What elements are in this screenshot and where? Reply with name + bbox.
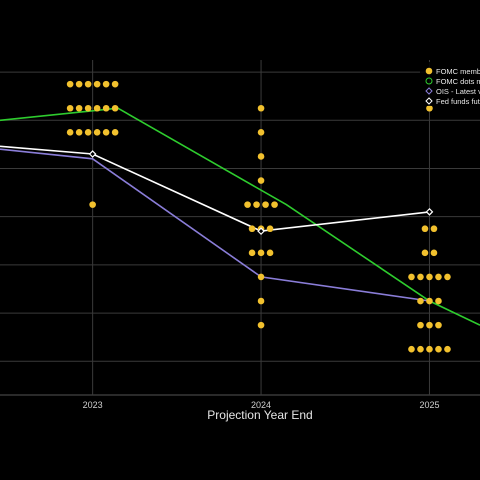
series-line	[0, 107, 480, 326]
fomc-dot	[417, 273, 424, 281]
x-tick-label: 2024	[251, 400, 271, 410]
fomc-dot	[435, 273, 442, 281]
fomc-dot	[111, 80, 119, 88]
fomc-dot	[444, 273, 451, 281]
legend-diamond-icon	[425, 87, 433, 95]
x-axis-label: Projection Year End	[207, 408, 312, 422]
series-markers	[88, 150, 434, 235]
fomc-dots	[66, 80, 451, 353]
fomc-dot	[435, 345, 442, 353]
legend: FOMC memberFOMC dots meOIS - Latest vFed…	[420, 62, 480, 106]
legend-diamond-icon	[425, 97, 433, 105]
fomc-dot	[257, 273, 265, 281]
series-line	[0, 145, 430, 232]
fomc-dot	[93, 80, 101, 88]
fomc-dot	[435, 321, 442, 329]
fomc-dot	[417, 321, 424, 329]
fomc-dot	[257, 249, 265, 257]
fomc-dot	[266, 225, 274, 233]
fomc-dot	[430, 225, 438, 233]
legend-line-icon	[425, 77, 433, 85]
series-marker	[88, 150, 97, 158]
fomc-dot	[102, 104, 110, 112]
fomc-dot	[244, 201, 251, 208]
legend-label: FOMC member	[436, 67, 480, 76]
fomc-dot	[84, 104, 92, 112]
fomc-dot	[408, 273, 415, 281]
fomc-dot	[102, 80, 110, 88]
x-tick-label: 2025	[419, 400, 439, 410]
fomc-dot	[111, 129, 119, 136]
fomc-dot	[262, 201, 269, 208]
fomc-dot	[426, 104, 433, 112]
fomc-dot	[426, 273, 433, 281]
fomc-dot	[426, 345, 433, 353]
fomc-dot	[66, 104, 74, 112]
fomc-dot	[257, 297, 265, 305]
fomc-dot	[426, 321, 433, 329]
fomc-dot	[93, 104, 101, 112]
fomc-dot	[421, 249, 429, 257]
fomc-dot	[75, 104, 83, 112]
series-marker	[425, 208, 434, 216]
x-tick-label: 2023	[83, 400, 103, 410]
x-tick-labels: 2023 2024 2025	[83, 400, 440, 410]
fomc-dot	[257, 177, 265, 184]
fomc-dot	[417, 345, 424, 353]
fomc-dot	[89, 201, 96, 208]
fomc-dot	[111, 104, 119, 112]
series-line	[0, 148, 430, 302]
fomc-dot	[253, 201, 260, 208]
fomc-dot	[66, 129, 74, 136]
fomc-dot	[93, 129, 101, 136]
fomc-dot	[248, 249, 256, 257]
fomc-dot	[266, 249, 274, 257]
fomc-dot	[75, 129, 83, 136]
gridlines	[0, 71, 480, 396]
fomc-dot	[84, 129, 92, 136]
fomc-dot	[435, 297, 442, 305]
fomc-dot	[257, 104, 265, 112]
fomc-dot	[421, 225, 429, 233]
fomc-dot	[75, 80, 83, 88]
fomc-dot	[444, 345, 451, 353]
legend-label: Fed funds fut	[436, 97, 480, 106]
fomc-dot	[417, 297, 424, 305]
fomc-dot	[248, 225, 256, 233]
fomc-dot	[271, 201, 278, 208]
fomc-dot	[257, 129, 265, 136]
series-lines	[0, 107, 480, 326]
series-marker	[257, 227, 265, 235]
fomc-dot	[66, 80, 74, 88]
fomc-dot	[102, 129, 110, 136]
fomc-dot	[257, 321, 265, 329]
legend-dot-icon	[425, 67, 433, 75]
legend-label: OIS - Latest v	[436, 87, 480, 96]
fomc-dot	[426, 297, 433, 305]
fomc-dot	[430, 249, 438, 257]
fomc-dot	[408, 345, 415, 353]
fomc-dot	[257, 153, 265, 160]
fomc-dot	[84, 80, 92, 88]
legend-label: FOMC dots me	[436, 77, 480, 86]
